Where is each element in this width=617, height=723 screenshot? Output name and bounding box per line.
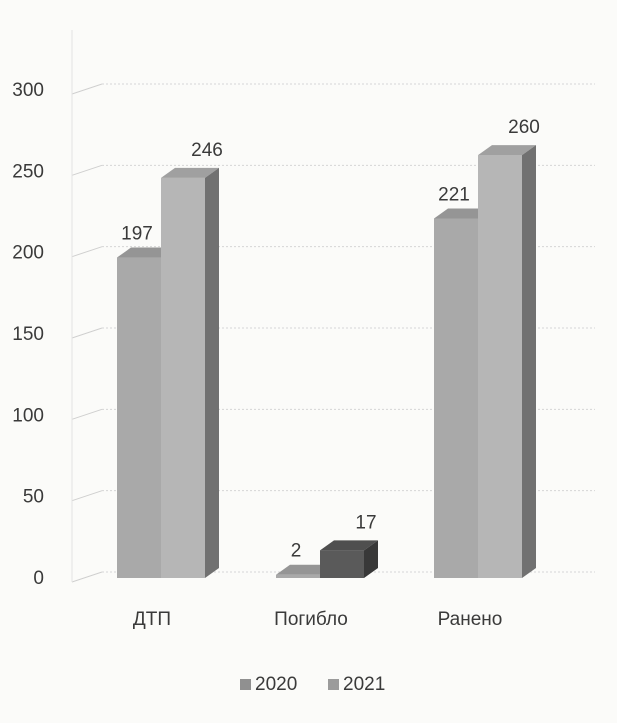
bar-front xyxy=(434,218,478,579)
legend-label-2021: 2021 xyxy=(343,674,385,695)
gridline-depth-250 xyxy=(71,164,103,176)
gridline-depth-0 xyxy=(71,571,103,583)
legend: 2020 2021 xyxy=(240,674,385,695)
y-tick-label: 200 xyxy=(12,243,44,264)
bar-top xyxy=(161,167,219,178)
bar-side xyxy=(522,145,536,579)
bar-front xyxy=(478,155,522,579)
bar-2021-Погибло xyxy=(320,540,378,578)
bar-front xyxy=(117,257,161,578)
bar-side xyxy=(364,540,378,578)
x-category-label: Погибло xyxy=(274,609,348,630)
data-label-2021-Погибло: 17 xyxy=(355,512,376,533)
grid-lines xyxy=(71,30,595,583)
y-tick-label: 50 xyxy=(23,487,44,508)
data-labels: 197 246 2 17 221 260 xyxy=(121,117,540,562)
y-tick-label: 150 xyxy=(12,324,44,345)
bar-top xyxy=(276,564,334,575)
bar-top xyxy=(117,247,175,258)
data-label-2020-Ранено: 221 xyxy=(438,185,470,206)
x-category-label: ДТП xyxy=(133,609,171,630)
legend-swatch-2021 xyxy=(328,679,339,690)
x-axis: ДТП Погибло Ранено xyxy=(133,609,502,630)
bars xyxy=(117,145,536,579)
bar-front xyxy=(320,550,364,578)
bar-side xyxy=(205,167,219,578)
y-tick-label: 100 xyxy=(12,405,44,426)
x-category-label: Ранено xyxy=(438,609,503,630)
legend-swatch-2020 xyxy=(240,679,251,690)
gridline-depth-150 xyxy=(71,327,103,339)
gridline-depth-300 xyxy=(71,83,103,95)
y-tick-label: 300 xyxy=(12,80,44,101)
bar-front xyxy=(161,177,205,578)
y-axis: 0 50 100 150 200 250 300 xyxy=(12,80,44,589)
bar-top xyxy=(320,540,378,551)
bar-front xyxy=(276,574,320,578)
gridline-depth-200 xyxy=(71,246,103,258)
data-label-2020-Погибло: 2 xyxy=(291,541,302,562)
bar-2021-ДТП xyxy=(161,167,219,578)
bar-top xyxy=(434,208,492,219)
data-label-2021-ДТП: 246 xyxy=(191,140,223,161)
gridline-depth-100 xyxy=(71,408,103,420)
y-tick-label: 0 xyxy=(33,568,44,589)
bar-top xyxy=(478,145,536,156)
bar-2021-Ранено xyxy=(478,145,536,579)
y-tick-label: 250 xyxy=(12,161,44,182)
data-label-2020-ДТП: 197 xyxy=(121,224,153,245)
legend-label-2020: 2020 xyxy=(255,674,297,695)
gridline-depth-50 xyxy=(71,490,103,502)
data-label-2021-Ранено: 260 xyxy=(508,117,540,138)
